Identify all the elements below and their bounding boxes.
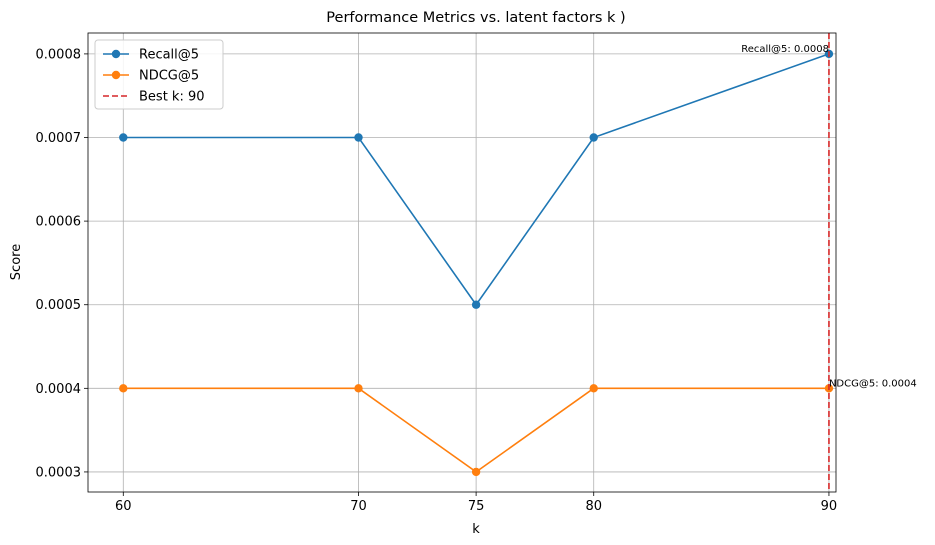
legend-marker bbox=[111, 49, 121, 59]
x-tick-label: 60 bbox=[115, 499, 132, 514]
x-tick-label: 80 bbox=[585, 499, 602, 514]
y-tick-label: 0.0005 bbox=[36, 298, 82, 313]
y-tick-label: 0.0004 bbox=[36, 382, 82, 397]
y-tick-label: 0.0007 bbox=[36, 131, 82, 146]
annotation-label: Recall@5: 0.0008 bbox=[741, 44, 829, 55]
data-point-ndcg-5 bbox=[354, 384, 363, 393]
data-point-ndcg-5 bbox=[589, 384, 598, 393]
annotations: Recall@5: 0.0008 NDCG@5: 0.0004 bbox=[741, 44, 917, 389]
y-tick-label: 0.0003 bbox=[36, 465, 82, 480]
plot-frame bbox=[87, 32, 837, 493]
y-tick-label: 0.0008 bbox=[36, 47, 82, 62]
series-layer bbox=[119, 49, 834, 477]
data-point-ndcg-5 bbox=[119, 384, 128, 393]
legend-box bbox=[94, 39, 224, 110]
legend-label: NDCG@5 bbox=[139, 69, 199, 84]
x-tick-label: 90 bbox=[821, 499, 838, 514]
x-axis-label: k bbox=[472, 522, 480, 537]
x-tick-label: 70 bbox=[350, 499, 367, 514]
data-point-recall-5 bbox=[589, 133, 598, 142]
legend: Recall@5 NDCG@5 Best k: 90 bbox=[94, 39, 224, 110]
y-axis-label: Score bbox=[9, 244, 24, 280]
x-ticks: 60 70 75 80 90 bbox=[115, 492, 837, 514]
y-tick-label: 0.0006 bbox=[36, 215, 82, 230]
chart-title: Performance Metrics vs. latent factors k… bbox=[326, 10, 625, 26]
data-point-recall-5 bbox=[119, 133, 128, 142]
data-point-recall-5 bbox=[471, 300, 481, 309]
y-ticks: 0.0003 0.0004 0.0005 0.0006 0.0007 0.0008 bbox=[36, 47, 88, 480]
annotation-label: NDCG@5: 0.0004 bbox=[829, 378, 917, 389]
legend-marker bbox=[111, 70, 121, 80]
data-point-ndcg-5 bbox=[471, 467, 481, 477]
data-point-recall-5 bbox=[354, 133, 363, 142]
legend-label: Best k: 90 bbox=[139, 90, 205, 105]
x-tick-label: 75 bbox=[468, 499, 485, 514]
legend-label: Recall@5 bbox=[139, 48, 199, 63]
